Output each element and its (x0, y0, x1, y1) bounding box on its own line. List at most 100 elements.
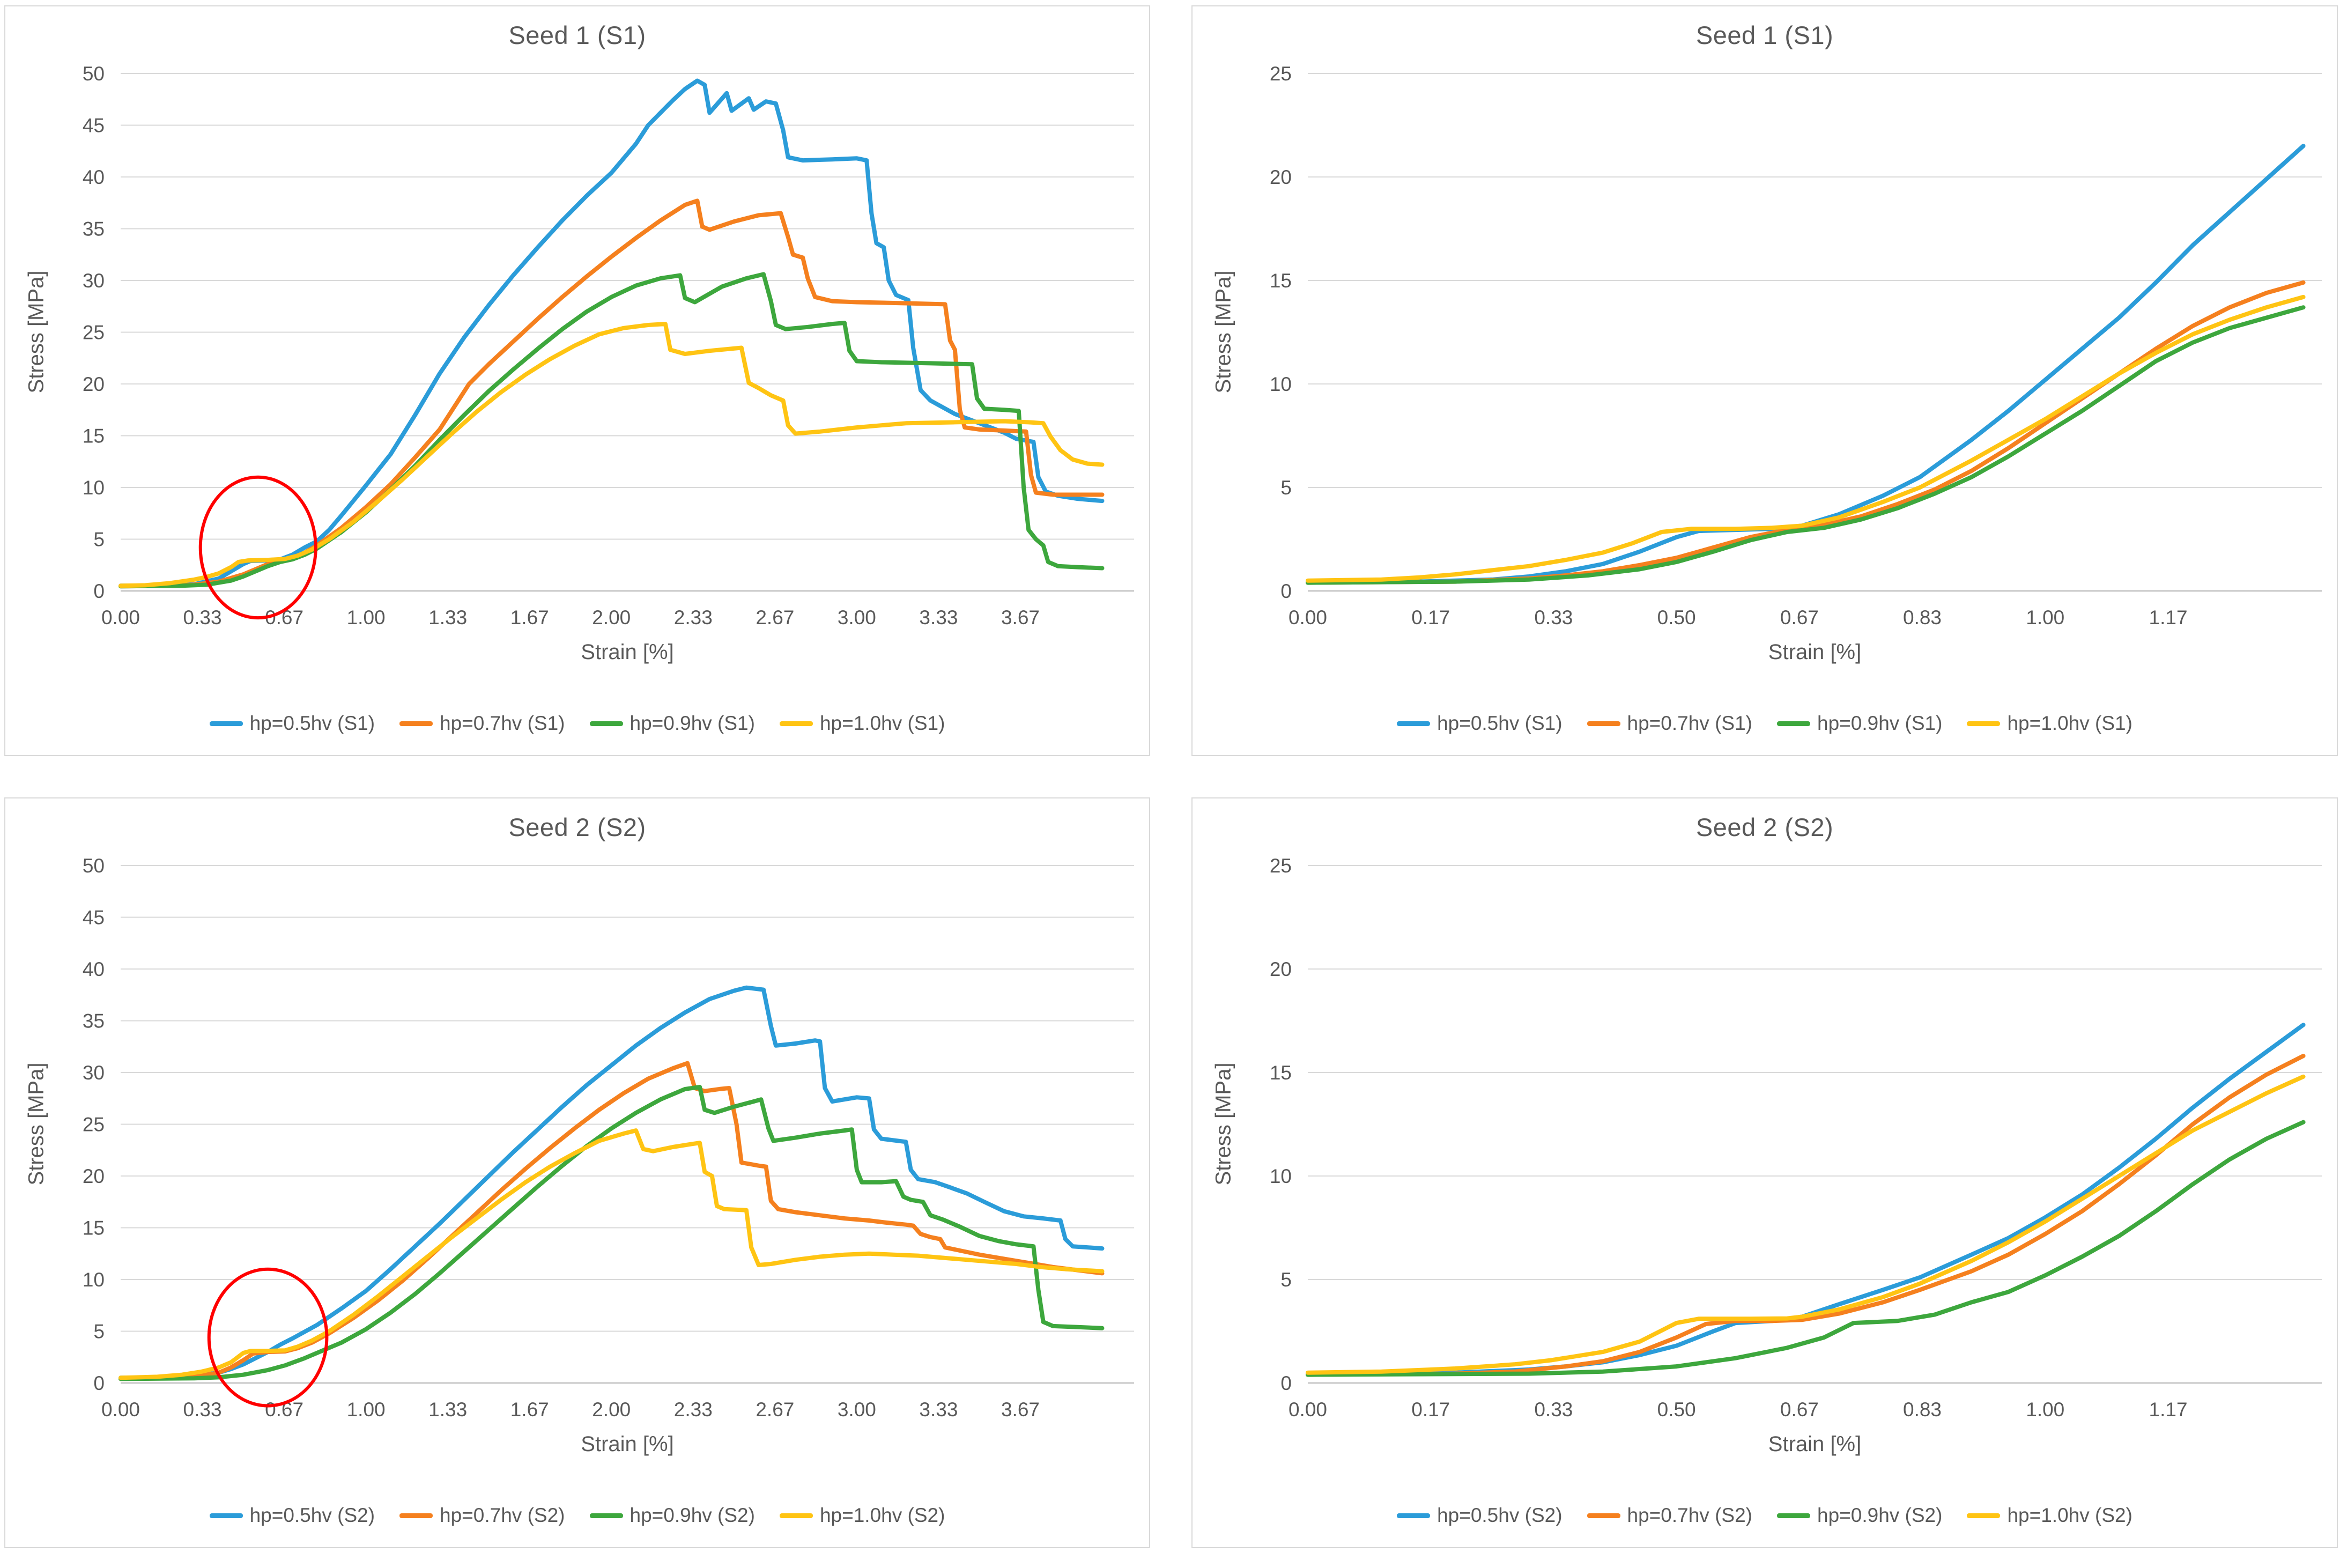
series-line-hp10 (119, 1128, 1105, 1380)
legend-swatch-icon (1587, 721, 1620, 726)
series-line-hp07 (1306, 280, 2306, 585)
chart-grid: 0 5 10 15 20 25 30 35 40 45 50 0.00 0.33 0.67 1.00 1.33… (4, 5, 2340, 1548)
legend-item-hp09: hp=0.9hv (S1) (1777, 712, 1942, 735)
y-tick-label: 10 (83, 1269, 105, 1291)
legend-label: hp=0.9hv (S2) (630, 1504, 755, 1526)
series-line-hp09 (1306, 1120, 2306, 1377)
y-tick-label: 25 (1270, 63, 1292, 85)
legend-label: hp=0.5hv (S2) (1437, 1504, 1563, 1526)
legend-swatch-icon (1777, 721, 1810, 726)
x-axis-label: Strain [%] (581, 640, 674, 664)
x-tick-label: 2.67 (756, 607, 794, 628)
series-line-hp10 (1306, 1074, 2306, 1375)
legend-label: hp=0.5hv (S2) (249, 1504, 375, 1526)
legend-item-hp09: hp=0.9hv (S2) (1777, 1504, 1942, 1527)
y-tick-label: 45 (83, 907, 105, 929)
x-tick-label: 0.50 (1657, 607, 1696, 628)
x-tick-label: 3.00 (838, 607, 876, 628)
legend-swatch-icon (1777, 1513, 1810, 1518)
legend-item-hp09: hp=0.9hv (S2) (589, 1504, 755, 1527)
series-line-hp05 (119, 78, 1105, 588)
chart-title: Seed 2 (S2) (1695, 813, 1834, 841)
y-tick-label: 40 (83, 166, 105, 188)
y-tick-label: 15 (83, 1217, 105, 1239)
legend-item-hp05: hp=0.5hv (S2) (1397, 1504, 1563, 1527)
x-tick-label: 0.33 (1534, 1399, 1573, 1421)
y-tick-label: 10 (1270, 1165, 1292, 1187)
y-tick-label: 5 (1280, 1269, 1292, 1291)
y-tick-label: 15 (1270, 270, 1292, 292)
x-tick-label: 1.00 (347, 607, 386, 628)
y-axis-label: Stress [MPa] (1211, 1062, 1235, 1186)
x-tick-label: 3.33 (919, 1399, 958, 1421)
legend-swatch-icon (1967, 1513, 2001, 1518)
series-line-hp07 (119, 198, 1105, 589)
legend-item-hp07: hp=0.7hv (S1) (1587, 712, 1752, 735)
legend-swatch-icon (209, 1513, 243, 1518)
x-tick-label: 1.67 (510, 1399, 549, 1421)
legend-swatch-icon (209, 721, 243, 726)
x-tick-label: 0.17 (1411, 607, 1450, 628)
chart-panel-s2-zoom: 0 5 10 15 20 25 0.00 0.17 0.33 0.50 0.67 0.83 1.00 1.… (1191, 797, 2338, 1548)
y-tick-label: 25 (1270, 855, 1292, 877)
legend-swatch-icon (779, 721, 813, 726)
legend-item-hp10: hp=1.0hv (S1) (779, 712, 945, 735)
legend-item-hp05: hp=0.5hv (S2) (209, 1504, 375, 1527)
legend: hp=0.5hv (S2) hp=0.7hv (S2) hp=0.9hv (S2) h… (5, 1504, 1149, 1527)
x-tick-label: 1.00 (2026, 1399, 2064, 1421)
legend-item-hp07: hp=0.7hv (S1) (399, 712, 565, 735)
x-tick-label: 0.67 (1780, 607, 1819, 628)
y-tick-label: 50 (83, 855, 105, 877)
y-axis-label: Stress [MPa] (1211, 270, 1235, 394)
x-tick-label: 0.50 (1657, 1399, 1696, 1421)
legend-item-hp05: hp=0.5hv (S1) (209, 712, 375, 735)
x-tick-label: 0.33 (183, 607, 222, 628)
series-line-hp10 (119, 322, 1105, 588)
legend-label: hp=1.0hv (S1) (819, 712, 945, 734)
series-line-hp09 (119, 1085, 1105, 1381)
legend: hp=0.5hv (S1) hp=0.7hv (S1) hp=0.9hv (S1) h… (1193, 712, 2337, 735)
x-tick-label: 0.17 (1411, 1399, 1450, 1421)
y-tick-label: 20 (1270, 166, 1292, 188)
legend-swatch-icon (399, 1513, 433, 1518)
y-tick-label: 25 (83, 322, 105, 344)
x-axis-label: Strain [%] (1768, 1432, 1862, 1456)
y-tick-label: 0 (1280, 1372, 1292, 1394)
chart-panel-s1-zoom: 0 5 10 15 20 25 0.00 0.17 0.33 0.50 0.67 0.83 1.00 1.… (1191, 5, 2338, 756)
legend-swatch-icon (589, 1513, 623, 1518)
legend-label: hp=0.7hv (S2) (1627, 1504, 1752, 1526)
x-tick-label: 1.17 (2149, 607, 2188, 628)
x-tick-label: 3.67 (1001, 1399, 1040, 1421)
x-tick-label: 0.83 (1903, 1399, 1942, 1421)
x-tick-label: 3.33 (919, 607, 958, 628)
y-tick-label: 40 (83, 958, 105, 980)
x-tick-label: 1.67 (510, 607, 549, 628)
y-tick-label: 0 (93, 1372, 105, 1394)
legend: hp=0.5hv (S1) hp=0.7hv (S1) hp=0.9hv (S1) h… (5, 712, 1149, 735)
legend-item-hp10: hp=1.0hv (S2) (779, 1504, 945, 1527)
legend-swatch-icon (779, 1513, 813, 1518)
y-axis-label: Stress [MPa] (24, 270, 48, 394)
y-tick-label: 20 (83, 1165, 105, 1187)
chart-panel-s1-full: 0 5 10 15 20 25 30 35 40 45 50 0.00 0.33 0.67 1.00 1.33… (4, 5, 1150, 756)
legend-swatch-icon (589, 721, 623, 726)
chart-title: Seed 2 (S2) (508, 813, 646, 841)
y-axis-label: Stress [MPa] (24, 1062, 48, 1186)
y-tick-label: 10 (83, 477, 105, 499)
legend-item-hp10: hp=1.0hv (S2) (1967, 1504, 2132, 1527)
x-tick-label: 2.33 (674, 1399, 713, 1421)
y-tick-label: 10 (1270, 373, 1292, 395)
annotation-circle (198, 475, 317, 620)
y-tick-label: 0 (93, 580, 105, 602)
x-axis-label: Strain [%] (581, 1432, 674, 1456)
chart-title: Seed 1 (S1) (508, 21, 646, 49)
legend-label: hp=0.9hv (S1) (1817, 712, 1943, 734)
y-tick-label: 15 (1270, 1062, 1292, 1084)
x-tick-label: 0.83 (1903, 607, 1942, 628)
chart-panel-s2-full: 0 5 10 15 20 25 30 35 40 45 50 0.00 0.33 0.67 1.00 1.33… (4, 797, 1150, 1548)
legend-swatch-icon (1397, 1513, 1431, 1518)
series-line-hp10 (1306, 294, 2306, 583)
x-tick-label: 2.33 (674, 607, 713, 628)
